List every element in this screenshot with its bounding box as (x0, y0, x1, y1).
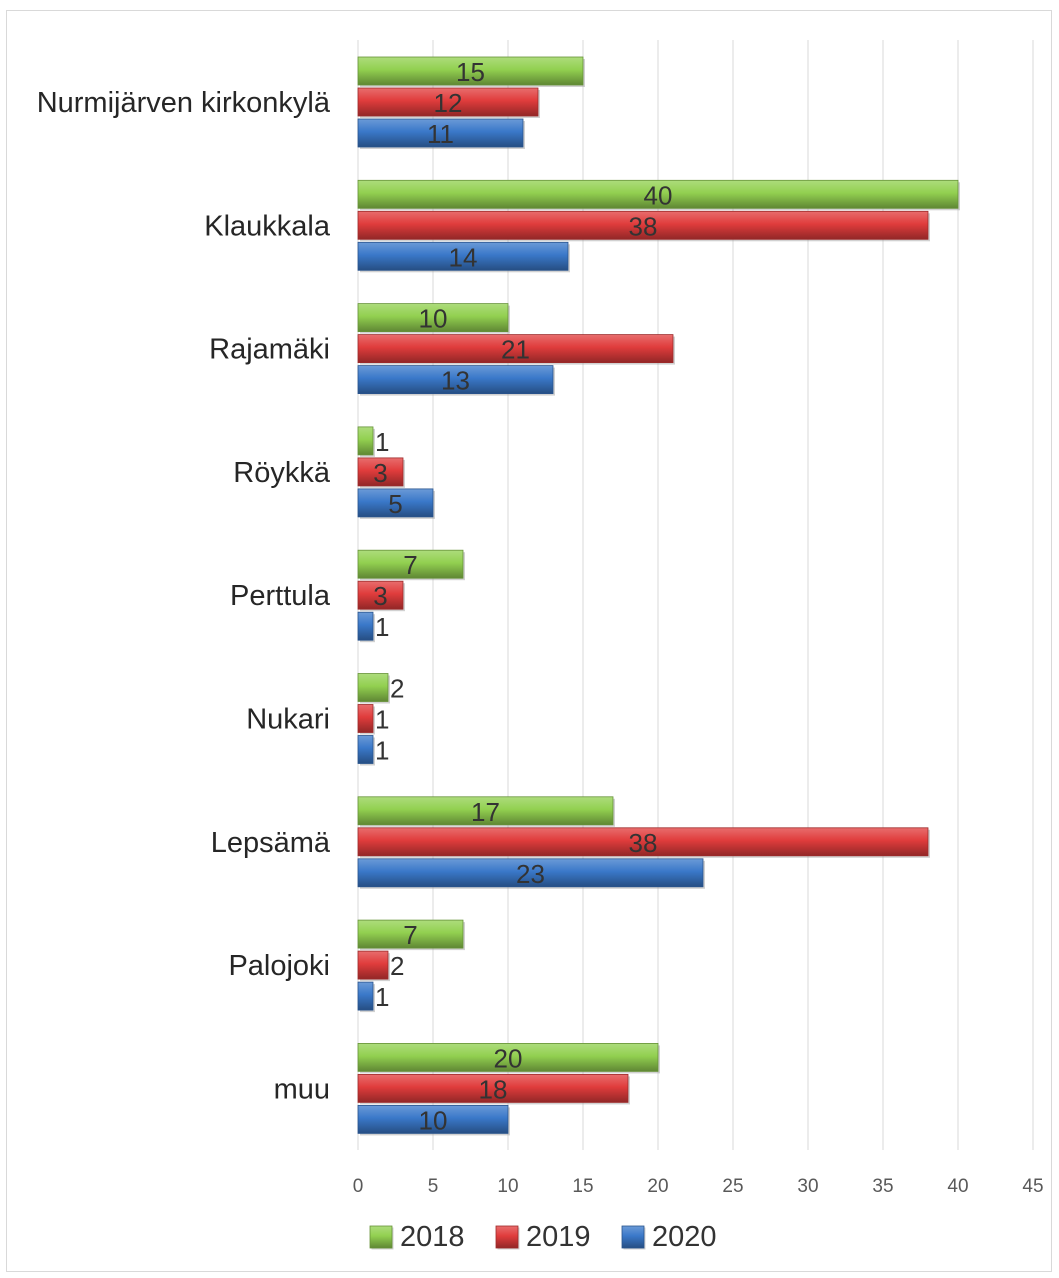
data-label: 20 (494, 1043, 523, 1073)
x-tick-label: 25 (722, 1176, 743, 1197)
category-label: Palojoki (228, 950, 330, 982)
data-label: 1 (375, 427, 389, 457)
x-tick-label: 30 (797, 1176, 818, 1197)
bar-2019 (357, 210, 929, 240)
bar-2018 (357, 796, 614, 826)
data-label: 11 (427, 119, 454, 149)
x-tick-label: 20 (647, 1176, 668, 1197)
bar-2018 (357, 179, 959, 209)
bar-2020 (357, 241, 569, 271)
x-tick-label: 15 (572, 1176, 593, 1197)
data-label: 1 (375, 736, 389, 766)
bar-2020 (357, 735, 374, 764)
data-label: 21 (501, 335, 530, 365)
legend-swatch-2020 (621, 1225, 645, 1249)
data-label: 12 (434, 88, 463, 118)
bar-2019 (357, 87, 539, 117)
bar-2018 (357, 426, 374, 456)
bar-2019 (357, 1074, 629, 1103)
bar-2019 (357, 457, 404, 487)
data-label: 18 (479, 1074, 508, 1104)
data-label: 38 (629, 828, 658, 858)
data-label: 1 (375, 612, 389, 642)
category-label: Klaukkala (204, 210, 331, 242)
data-label: 3 (373, 581, 387, 611)
legend-label: 2019 (526, 1221, 591, 1253)
data-label: 23 (516, 859, 545, 889)
category-label: Nurmijärven kirkonkylä (37, 87, 331, 119)
data-label: 7 (403, 920, 417, 950)
legend-swatch-2019 (495, 1225, 519, 1249)
bar-2020 (357, 1105, 509, 1134)
x-tick-label: 40 (947, 1176, 968, 1197)
data-label: 10 (419, 304, 448, 334)
data-label: 3 (373, 458, 387, 488)
bar-2020 (357, 488, 434, 518)
legend-label: 2018 (400, 1221, 465, 1253)
data-label: 17 (471, 797, 500, 827)
bar-2020 (357, 611, 374, 641)
data-label: 1 (375, 705, 389, 735)
x-tick-label: 35 (872, 1176, 893, 1197)
data-label: 14 (449, 242, 478, 272)
data-label: 15 (456, 57, 485, 87)
x-tick-label: 5 (428, 1176, 439, 1197)
bar-2018 (357, 549, 464, 579)
data-label: 2 (390, 951, 404, 981)
category-label: Röykkä (233, 457, 331, 489)
data-label: 38 (629, 211, 658, 241)
bar-2019 (357, 827, 929, 857)
category-label: Lepsämä (211, 827, 331, 859)
bar-2018 (357, 303, 509, 333)
bar-2020 (357, 118, 524, 148)
bar-2018 (357, 56, 584, 86)
data-label: 7 (403, 550, 417, 580)
category-label: muu (274, 1073, 330, 1105)
data-label: 1 (375, 982, 389, 1012)
bar-2020 (357, 858, 704, 888)
data-label: 5 (388, 489, 402, 519)
x-tick-label: 0 (353, 1176, 364, 1197)
legend-swatch-2018 (369, 1225, 393, 1249)
chart-frame (6, 10, 1052, 1272)
bar-2018 (357, 919, 464, 949)
category-label: Perttula (230, 580, 331, 612)
category-label: Rajamäki (209, 334, 330, 366)
data-label: 2 (390, 674, 404, 704)
bar-2019 (357, 580, 404, 610)
category-label: Nukari (246, 704, 330, 736)
data-label: 13 (441, 366, 470, 396)
bar-2019 (357, 334, 674, 364)
data-label: 10 (419, 1105, 448, 1135)
bar-2020 (357, 365, 554, 395)
bar-2019 (357, 704, 374, 733)
legend-label: 2020 (652, 1221, 717, 1253)
data-label: 40 (644, 180, 673, 210)
bar-2018 (357, 673, 389, 702)
bar-2018 (357, 1043, 659, 1072)
x-tick-label: 10 (497, 1176, 518, 1197)
x-tick-label: 45 (1022, 1176, 1043, 1197)
bar-2020 (357, 981, 374, 1011)
bar-2019 (357, 950, 389, 980)
